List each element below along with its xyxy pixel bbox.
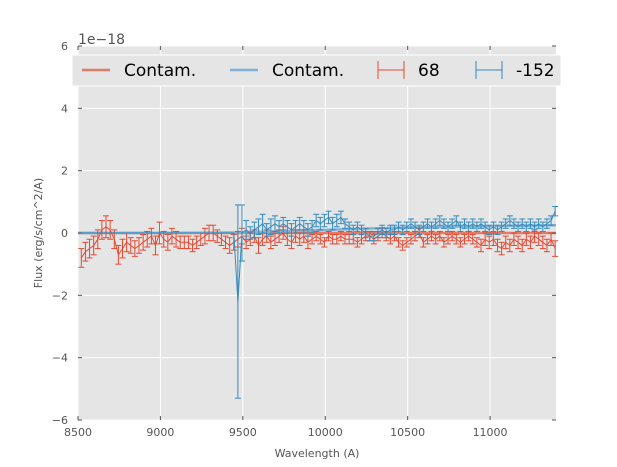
y-tick-label: −4 [52, 352, 68, 365]
legend-label: Contam. [124, 61, 196, 81]
x-tick-label: 8500 [64, 426, 92, 439]
legend-label: -152 [516, 61, 555, 81]
y-tick-label: 0 [61, 227, 68, 240]
x-tick-label: 9000 [146, 426, 174, 439]
legend: Contam. Contam. 68 -152 [71, 54, 562, 87]
x-tick-label: 9500 [229, 426, 257, 439]
series-line [81, 210, 556, 302]
axis-ticks: 8500 9000 9500 10000 10500 11000 −6 −4 −2 0 2 4 6 [52, 40, 556, 439]
x-tick-label: 11000 [473, 426, 508, 439]
x-tick-label: 10500 [390, 426, 425, 439]
x-axis-label: Wavelength (A) [275, 447, 360, 460]
series-line [80, 226, 556, 259]
grid-lines [77, 45, 556, 421]
y-tick-label: 6 [61, 40, 68, 53]
errorbar-series [78, 204, 559, 399]
y-tick-label: 2 [61, 165, 68, 178]
y-tick-label: 4 [61, 102, 68, 115]
y-offset-label: 1e−18 [78, 32, 125, 48]
legend-label: Contam. [272, 61, 344, 81]
y-tick-label: −2 [52, 289, 68, 302]
y-tick-label: −6 [52, 414, 68, 427]
x-tick-label: 10000 [308, 426, 343, 439]
errorbar-series--152 [81, 204, 559, 399]
legend-label: 68 [418, 61, 440, 81]
y-axis-label: Flux (erg/s/cm^2/A) [32, 178, 45, 288]
